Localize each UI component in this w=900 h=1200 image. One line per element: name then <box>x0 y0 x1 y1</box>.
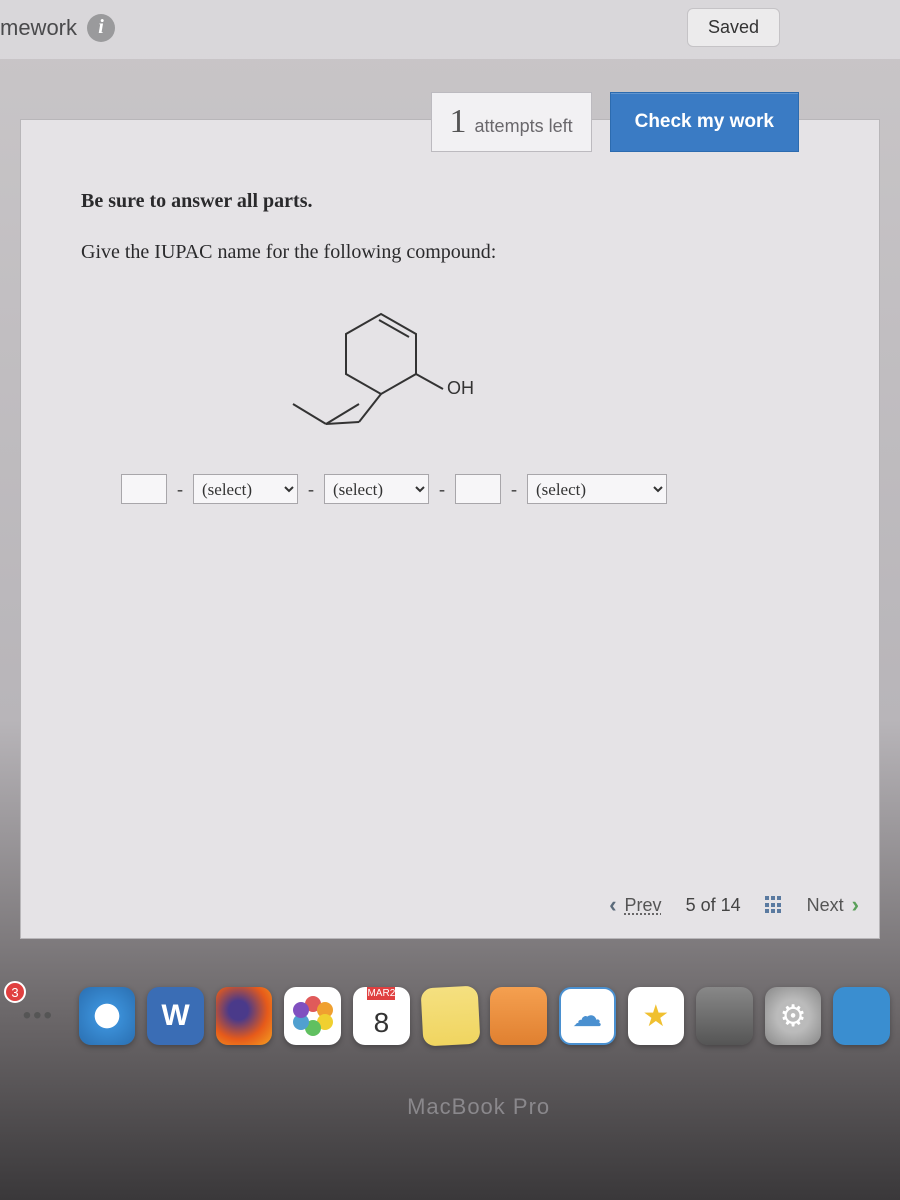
page-title-fragment: mework <box>0 15 77 41</box>
header-title-area: mework i <box>0 14 115 42</box>
chevron-right-icon: › <box>852 892 859 918</box>
instruction-bold: Be sure to answer all parts. <box>81 190 829 213</box>
next-button[interactable]: Next › <box>807 892 859 918</box>
select-3[interactable]: (select) <box>527 474 667 504</box>
macos-dock: ••• 3 W MAR2 8 ☁ ★ ⚙ <box>0 987 900 1045</box>
dash-3: - <box>437 479 447 500</box>
molecule-diagram: OH <box>81 294 829 444</box>
info-icon[interactable]: i <box>87 14 115 42</box>
prev-label: Prev <box>625 895 662 916</box>
code-editor-icon[interactable] <box>833 987 890 1045</box>
notes-icon[interactable] <box>420 986 480 1047</box>
dash-1: - <box>175 479 185 500</box>
number-input-2[interactable] <box>455 474 501 504</box>
select-1[interactable]: (select) <box>193 474 298 504</box>
dash-4: - <box>509 479 519 500</box>
safari-icon[interactable] <box>79 987 136 1045</box>
settings-icon[interactable]: ⚙ <box>765 987 822 1045</box>
top-controls: 1 attempts left Check my work <box>431 92 799 152</box>
word-icon[interactable]: W <box>147 987 204 1045</box>
pagination-bar: ‹ Prev 5 of 14 Next › <box>609 892 859 918</box>
chemical-structure-svg: OH <box>221 294 481 444</box>
answer-input-row: - (select) - (select) - - (select) <box>81 474 829 504</box>
notification-badge: 3 <box>4 981 26 1003</box>
cloud-app-icon[interactable]: ☁ <box>559 987 616 1045</box>
check-my-work-button[interactable]: Check my work <box>610 92 799 152</box>
oh-label: OH <box>447 378 474 398</box>
page-current: 5 <box>686 895 696 915</box>
dots-icon: ••• <box>23 1002 54 1030</box>
chevron-left-icon: ‹ <box>609 892 616 918</box>
attempts-remaining-box: 1 attempts left <box>431 92 592 152</box>
dock-running-indicator: ••• 3 <box>10 987 67 1045</box>
dash-2: - <box>306 479 316 500</box>
page-of: of <box>701 895 716 915</box>
instruction-prompt: Give the IUPAC name for the following co… <box>81 241 829 264</box>
photos-icon[interactable] <box>284 987 341 1045</box>
car-app-icon[interactable] <box>696 987 753 1045</box>
select-2[interactable]: (select) <box>324 474 429 504</box>
page-header: mework i Saved <box>0 0 900 59</box>
question-panel: 1 attempts left Check my work Be sure to… <box>20 119 880 939</box>
firefox-icon[interactable] <box>216 987 273 1045</box>
page-total: 14 <box>721 895 741 915</box>
laptop-brand-label: MacBook Pro <box>407 1094 550 1120</box>
star-app-icon[interactable]: ★ <box>628 987 685 1045</box>
calendar-icon[interactable]: MAR2 8 <box>353 987 410 1045</box>
prev-button[interactable]: ‹ Prev <box>609 892 661 918</box>
page-position: 5 of 14 <box>686 895 741 916</box>
question-body: Be sure to answer all parts. Give the IU… <box>21 120 879 534</box>
grid-view-icon[interactable] <box>765 896 783 914</box>
attempts-count: 1 <box>450 103 467 141</box>
number-input-1[interactable] <box>121 474 167 504</box>
next-label: Next <box>807 895 844 916</box>
attempts-label: attempts left <box>475 116 573 137</box>
books-icon[interactable] <box>490 987 547 1045</box>
saved-status-badge: Saved <box>687 8 780 47</box>
